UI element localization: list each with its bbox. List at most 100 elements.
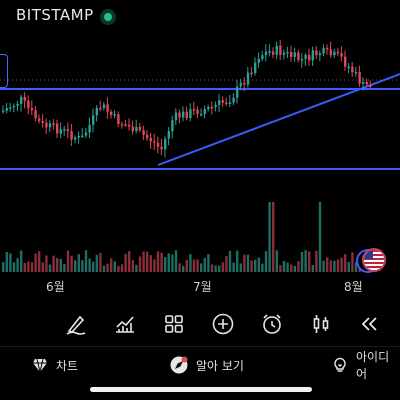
home-indicator	[90, 387, 312, 392]
candle-body	[275, 45, 278, 55]
volume-bar	[228, 250, 232, 272]
price-chart[interactable]	[0, 0, 400, 300]
candle-body	[174, 112, 178, 121]
candle-body	[329, 49, 332, 56]
candle-type-icon[interactable]	[307, 310, 335, 338]
volume-bar	[275, 250, 278, 272]
volume-bar	[63, 263, 66, 272]
candle-body	[20, 96, 23, 104]
volume-bar	[23, 262, 26, 272]
draw-icon[interactable]	[62, 310, 90, 338]
volume-bar	[34, 253, 37, 272]
chart-header: BITSTAMP	[0, 0, 400, 34]
candle-body	[365, 82, 368, 85]
us-economic-event-icon[interactable]	[356, 248, 386, 273]
candle-body	[138, 126, 142, 131]
price-scale-tag[interactable]	[0, 54, 8, 88]
volume-bar	[322, 260, 325, 272]
volume-bar	[264, 251, 268, 272]
volume-bar	[315, 250, 318, 272]
tab-chart[interactable]: 차트	[32, 355, 78, 375]
volume-bar	[192, 259, 196, 272]
x-label-july: 7월	[193, 280, 212, 294]
volume-bar	[48, 264, 52, 272]
volume-bar	[232, 262, 235, 272]
layouts-icon[interactable]	[160, 310, 188, 338]
volume-bar	[336, 259, 340, 272]
volume-bar	[354, 262, 358, 272]
volume-bar	[70, 255, 73, 272]
tab-explore[interactable]: 알아 보기	[170, 355, 244, 375]
candle-body	[232, 97, 235, 103]
candle-body	[210, 106, 214, 109]
rising-trendline	[157, 73, 400, 166]
candle-body	[243, 82, 246, 85]
volume-bar	[45, 255, 48, 272]
candle-body	[164, 138, 167, 150]
volume-bar	[272, 202, 275, 272]
volume-bar	[149, 255, 152, 272]
candle-body	[354, 71, 358, 74]
volume-bar	[138, 256, 142, 272]
volume-bar	[113, 261, 116, 272]
volume-bar	[99, 252, 102, 272]
indicators-icon[interactable]	[111, 310, 139, 338]
candle-body	[99, 107, 102, 110]
candle-body	[336, 51, 340, 54]
volume-bar	[59, 258, 62, 272]
volume-bar	[290, 264, 293, 272]
candle-body	[290, 51, 293, 57]
candle-body	[311, 50, 314, 61]
volume-bar	[239, 263, 242, 272]
volume-bar	[308, 251, 311, 272]
alert-clock-icon[interactable]	[258, 310, 286, 338]
volume-bar	[12, 262, 16, 272]
candle-body	[333, 51, 336, 56]
candle-body	[347, 66, 350, 69]
volume-bar	[282, 261, 286, 272]
candle-body	[23, 96, 26, 101]
volume-bar	[250, 260, 253, 272]
volume-bar	[185, 259, 188, 272]
volume-bar	[214, 265, 217, 272]
volume-bar	[182, 265, 185, 272]
rewind-icon[interactable]	[355, 310, 383, 338]
candle-body	[257, 58, 260, 63]
candle-body	[308, 54, 311, 61]
volume-bar	[196, 259, 199, 272]
candle-body	[286, 51, 289, 54]
candle-body	[340, 53, 343, 57]
candle-body	[322, 47, 325, 54]
candle-body	[236, 86, 239, 98]
candle-body	[142, 130, 145, 135]
volume-bar	[106, 263, 109, 272]
candle-body	[160, 146, 163, 150]
volume-bar	[329, 260, 332, 272]
candle-body	[351, 66, 354, 73]
candle-body	[369, 84, 372, 87]
candle-body	[63, 129, 66, 131]
volume-bar	[81, 260, 84, 272]
candle-body	[30, 108, 34, 111]
candle-body	[192, 109, 196, 111]
tab-ideas[interactable]: 아이디어	[332, 350, 400, 381]
bulb-icon	[332, 357, 348, 373]
candle-body	[178, 112, 181, 118]
add-icon[interactable]	[209, 310, 237, 338]
candle-body	[221, 100, 224, 103]
candle-body	[250, 72, 253, 75]
candle-body	[92, 115, 95, 125]
volume-bar	[300, 252, 304, 272]
candle-body	[225, 102, 228, 105]
tab-chart-label: 차트	[56, 358, 79, 373]
volume-bar	[102, 265, 106, 272]
candle-body	[293, 52, 296, 57]
volume-bar	[95, 254, 98, 272]
candlestick-series	[2, 40, 372, 158]
candle-body	[131, 126, 134, 132]
volume-bar	[261, 263, 264, 272]
volume-bar	[41, 262, 44, 272]
candle-body	[81, 135, 84, 138]
volume-bar	[178, 263, 181, 272]
volume-bar	[110, 258, 113, 272]
